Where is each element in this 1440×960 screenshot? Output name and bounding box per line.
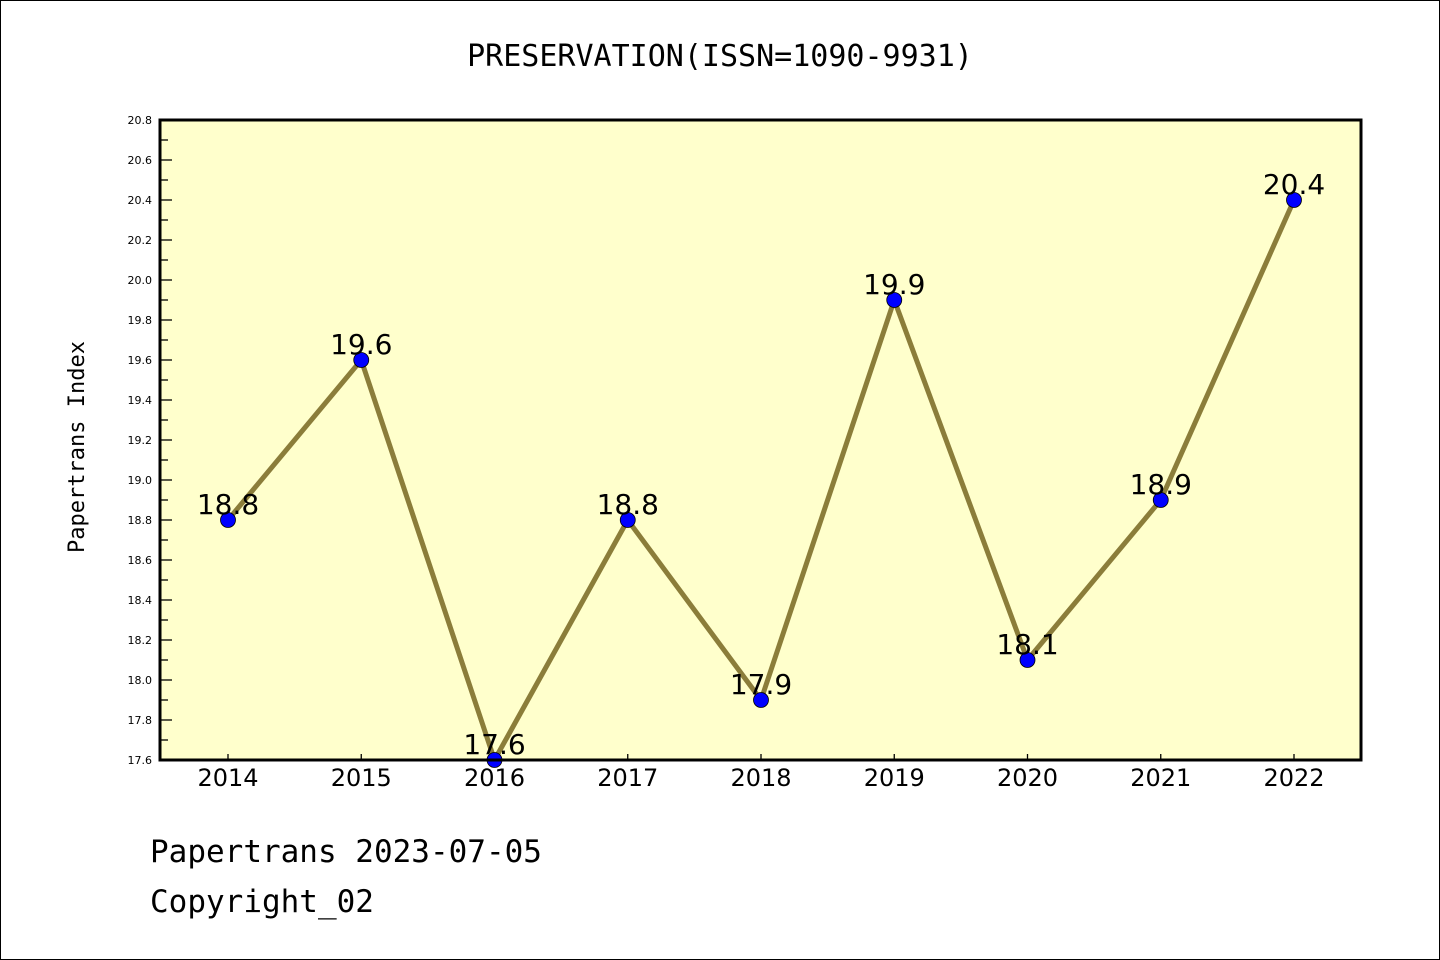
footer-date-line: Papertrans 2023-07-05 bbox=[150, 834, 542, 870]
x-tick-label: 2020 bbox=[997, 764, 1058, 792]
y-tick-label: 20.6 bbox=[128, 154, 153, 167]
y-tick-label: 19.2 bbox=[128, 434, 153, 447]
x-tick-label: 2019 bbox=[864, 764, 925, 792]
y-tick-label: 17.6 bbox=[128, 754, 153, 767]
x-tick-label: 2018 bbox=[730, 764, 791, 792]
y-tick-label: 18.4 bbox=[128, 594, 153, 607]
data-point-marker bbox=[753, 692, 769, 708]
data-point-marker bbox=[1286, 192, 1302, 208]
y-tick-label: 18.0 bbox=[128, 674, 153, 687]
x-tick-label: 2021 bbox=[1130, 764, 1191, 792]
y-tick-label: 20.0 bbox=[128, 274, 153, 287]
x-tick-label: 2016 bbox=[464, 764, 525, 792]
y-tick-label: 20.4 bbox=[128, 194, 153, 207]
footer-copyright-line: Copyright_02 bbox=[150, 884, 374, 920]
data-label: 19.9 bbox=[863, 268, 925, 301]
x-tick-label: 2017 bbox=[597, 764, 658, 792]
y-tick-label: 19.8 bbox=[128, 314, 153, 327]
data-label: 20.4 bbox=[1263, 168, 1325, 201]
data-point-marker bbox=[1152, 492, 1169, 508]
data-label: 18.8 bbox=[597, 488, 659, 521]
data-labels: 18.8 19.6 17.6 18.8 17.9 19.9 18.1 18.9 20.4 bbox=[197, 168, 1325, 761]
data-point-marker bbox=[220, 512, 236, 528]
data-label: 17.9 bbox=[730, 668, 792, 701]
data-point-marker bbox=[1019, 652, 1036, 668]
y-tick-label: 17.8 bbox=[128, 714, 153, 727]
y-tick-label: 20.2 bbox=[128, 234, 153, 247]
y-axis-label: Papertrans Index bbox=[65, 341, 90, 553]
data-label: 18.9 bbox=[1130, 468, 1192, 501]
plot-background bbox=[160, 120, 1361, 760]
x-tick-label: 2014 bbox=[197, 764, 258, 792]
x-tick-labels: 2014 2015 2016 2017 2018 2019 2020 2021 2022 bbox=[197, 764, 1324, 792]
data-label: 18.1 bbox=[996, 628, 1058, 661]
y-tick-label: 18.6 bbox=[128, 554, 153, 567]
y-tick-label: 19.6 bbox=[128, 354, 153, 367]
y-tick-label: 20.8 bbox=[128, 114, 153, 127]
y-tick-label: 19.4 bbox=[128, 394, 153, 407]
y-tick-label: 19.0 bbox=[128, 474, 153, 487]
y-tick-label: 18.2 bbox=[128, 634, 153, 647]
data-point-marker bbox=[619, 512, 636, 528]
data-point-marker bbox=[886, 292, 903, 308]
data-label: 18.8 bbox=[197, 488, 259, 521]
data-point-marker bbox=[353, 352, 370, 368]
y-tick-labels: 17.6 17.8 18.0 18.2 18.4 18.6 18.8 19.0 19.2 19.4… bbox=[128, 114, 153, 767]
x-tick-label: 2015 bbox=[331, 764, 392, 792]
chart-title: PRESERVATION(ISSN=1090-9931) bbox=[467, 39, 973, 74]
y-tick-label: 18.8 bbox=[128, 514, 153, 527]
x-tick-label: 2022 bbox=[1263, 764, 1324, 792]
data-label: 17.6 bbox=[463, 728, 525, 761]
plot-border bbox=[158, 118, 1363, 762]
data-label: 19.6 bbox=[330, 328, 392, 361]
